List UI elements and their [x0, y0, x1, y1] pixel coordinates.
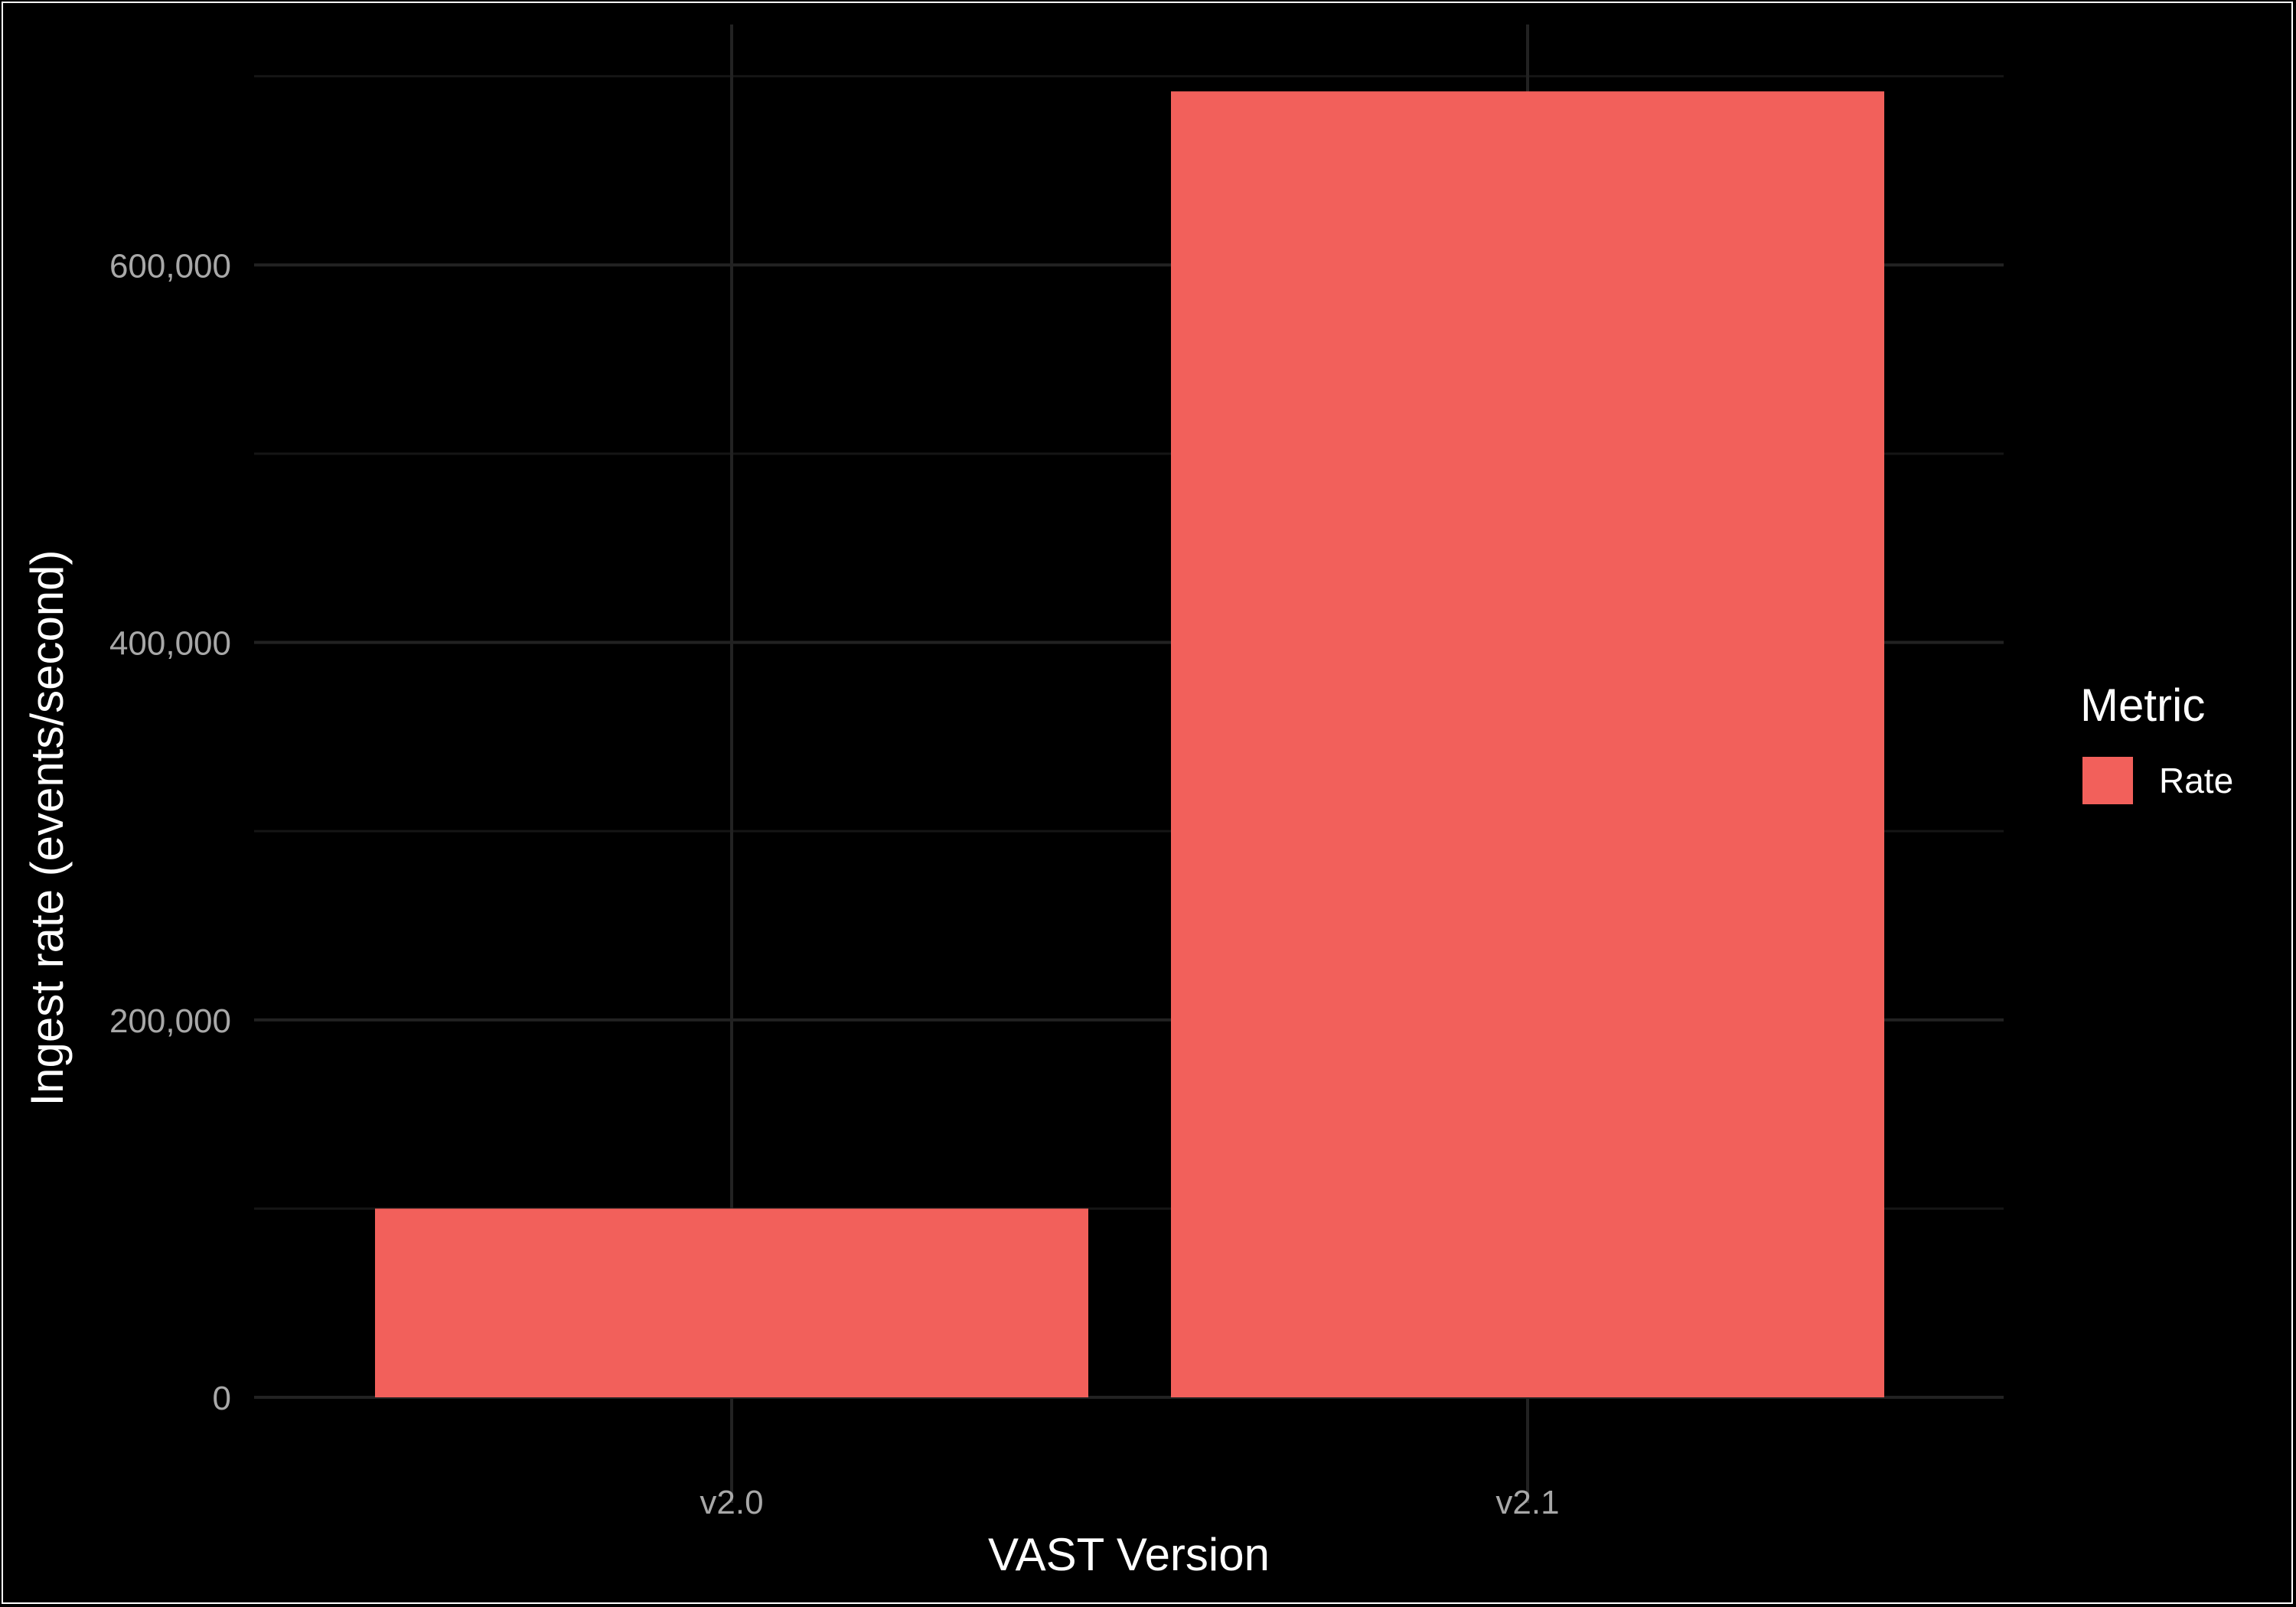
- legend-key-rate: [2082, 757, 2133, 804]
- legend-title: Metric: [2080, 680, 2205, 731]
- x-tick-label: v2.0: [700, 1484, 763, 1521]
- x-tick-label: v2.1: [1495, 1484, 1559, 1521]
- y-tick-label: 200,000: [109, 1002, 231, 1040]
- y-tick-label: 600,000: [109, 247, 231, 285]
- bars: [375, 91, 1884, 1397]
- legend-label-rate: Rate: [2159, 761, 2233, 800]
- x-axis-ticks: v2.0 v2.1: [700, 1484, 1559, 1521]
- x-axis-title: VAST Version: [988, 1529, 1270, 1580]
- y-tick-label: 400,000: [109, 625, 231, 663]
- legend: Metric Rate: [2080, 680, 2233, 804]
- y-tick-label: 0: [213, 1380, 231, 1417]
- bar-v2.1: [1171, 91, 1884, 1397]
- y-axis-title: Ingest rate (events/second): [21, 549, 73, 1106]
- y-axis-ticks: 0 200,000 400,000 600,000: [109, 247, 231, 1417]
- bar-v2.0: [375, 1208, 1088, 1397]
